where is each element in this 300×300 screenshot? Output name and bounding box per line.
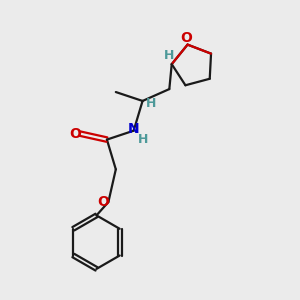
Text: H: H <box>164 49 174 62</box>
Text: O: O <box>180 31 192 45</box>
Text: H: H <box>138 133 148 146</box>
Text: O: O <box>97 195 109 209</box>
Text: N: N <box>128 122 140 136</box>
Text: H: H <box>146 98 156 110</box>
Text: O: O <box>69 127 81 141</box>
